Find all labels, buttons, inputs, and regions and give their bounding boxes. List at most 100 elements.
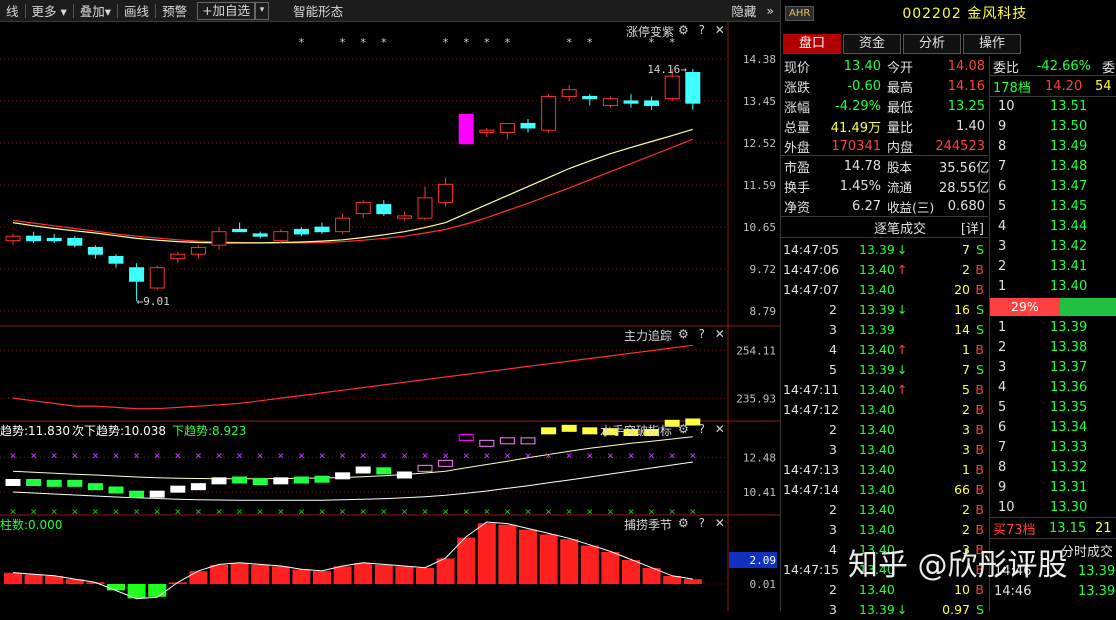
chart-area[interactable]: 14.38 13.45 12.52 11.59 10.65 9.72 8.79 * * * * * * *…	[0, 22, 780, 611]
bid-row[interactable]: 4 13.36	[990, 378, 1116, 398]
tab-funds[interactable]: 资金	[843, 34, 901, 54]
ask-price: 13.42	[1050, 239, 1088, 254]
star-marker: *	[339, 36, 346, 49]
bid-row[interactable]: 9 13.31	[990, 478, 1116, 498]
hide-button[interactable]: 隐藏	[731, 4, 757, 19]
sailor-x-marker: ×	[586, 449, 593, 462]
weibi-value: -42.66%	[1036, 58, 1091, 74]
sailor-x-marker: ×	[360, 505, 367, 518]
add-watchlist-dropdown[interactable]: ▾	[255, 1, 270, 20]
ask-row[interactable]: 1 13.40	[990, 277, 1116, 297]
tick-row: 4 13.40 3 B	[781, 540, 988, 560]
tick-side: B	[975, 402, 984, 417]
sailor-x-marker: ×	[689, 505, 696, 518]
ask-row[interactable]: 4 13.44	[990, 217, 1116, 237]
tab-analysis[interactable]: 分析	[903, 34, 961, 54]
legend-sub-trend: 次下趋势:10.038	[72, 424, 167, 438]
ask-row[interactable]: 3 13.42	[990, 237, 1116, 257]
toolbar-item-overlay[interactable]: 叠加▾	[79, 4, 112, 19]
bid-row[interactable]: 6 13.34	[990, 418, 1116, 438]
sub-title-row: 分时成交	[993, 540, 1116, 560]
sailor-x-marker: ×	[525, 505, 532, 518]
panel-controls[interactable]: ⚙ ? ✕	[678, 23, 728, 37]
toolbar-item-alert[interactable]: 预警	[162, 4, 188, 19]
ticks-detail-link[interactable]: [详]	[960, 221, 984, 237]
price-tick-label: 13.45	[743, 95, 776, 108]
ask-row[interactable]: 5 13.45	[990, 197, 1116, 217]
season-bar	[642, 568, 661, 584]
panel-controls[interactable]: ⚙ ? ✕	[678, 327, 728, 341]
candle-body	[541, 95, 557, 131]
candle-body	[376, 204, 392, 215]
bid-price: 13.30	[1050, 500, 1088, 515]
toolbar-item-more[interactable]: 更多 ▾	[31, 4, 67, 19]
candle-body	[458, 113, 474, 145]
bid-row[interactable]: 10 13.30	[990, 498, 1116, 518]
fund-value: 1.45%	[839, 178, 881, 194]
bid-row[interactable]: 8 13.32	[990, 458, 1116, 478]
sailor-x-marker: ×	[463, 505, 470, 518]
tab-operation[interactable]: 操作	[963, 34, 1021, 54]
sailor-bar	[602, 428, 618, 436]
panel-title-main-force: 主力追踪	[624, 329, 673, 343]
add-watchlist-button[interactable]: +加自选	[197, 1, 256, 20]
candle-body	[87, 246, 103, 255]
ask-row[interactable]: 7 13.48	[990, 157, 1116, 177]
quote-value: -4.29%	[835, 98, 881, 114]
ask-row[interactable]: 10 13.51	[990, 97, 1116, 117]
tick-row: 4 13.40 ↑ 1 B	[781, 340, 988, 360]
bid-row[interactable]: 2 13.38	[990, 338, 1116, 358]
quote-label: 总量	[784, 120, 811, 136]
sailor-x-marker: ×	[174, 449, 181, 462]
watermark-text: 知乎 @欣彤评股	[848, 548, 1068, 583]
quote-label: 涨幅	[784, 100, 811, 116]
toolbar-item-smart-pattern[interactable]: 智能形态	[293, 4, 344, 19]
quote-body	[781, 0, 1116, 611]
candle-body	[623, 100, 639, 104]
sailor-x-marker: ×	[277, 449, 284, 462]
sailor-x-marker: ×	[545, 505, 552, 518]
ask-row[interactable]: 2 13.41	[990, 257, 1116, 277]
toolbar-item-draw[interactable]: 画线	[124, 4, 150, 19]
quote-label: 最高	[887, 80, 914, 96]
quote-row: 总量 41.49万 量比 1.40	[781, 116, 988, 136]
toolbar-divider	[72, 3, 74, 18]
sailor-x-marker: ×	[51, 505, 58, 518]
bid-level: 9	[998, 480, 1007, 495]
toolbar-item-line[interactable]: 线	[6, 4, 19, 19]
tick-price: 13.39	[859, 602, 895, 617]
price-tick-label: 9.72	[750, 263, 777, 276]
bid-row[interactable]: 3 13.37	[990, 358, 1116, 378]
ask-row[interactable]: 6 13.47	[990, 177, 1116, 197]
divider	[990, 517, 1116, 518]
sailor-x-marker: ×	[689, 449, 696, 462]
tab-order-book[interactable]: 盘口	[783, 34, 841, 54]
ahr-tag[interactable]: AHR	[785, 5, 815, 21]
sailor-bar	[520, 437, 536, 445]
sailor-bar	[211, 477, 227, 485]
price-tick-label: 11.59	[743, 179, 776, 192]
ask-row[interactable]: 8 13.49	[990, 137, 1116, 157]
sailor-tick-label: 12.48	[743, 451, 776, 464]
quote-tabs: 盘口 资金 分析 操作	[781, 34, 1116, 54]
tick-arrow: ↑	[897, 342, 908, 357]
collapse-icon[interactable]: »	[766, 3, 774, 18]
sailor-x-marker: ×	[30, 449, 37, 462]
quote-label: 现价	[784, 60, 811, 76]
season-bar	[663, 576, 682, 584]
candle-body	[5, 235, 21, 242]
panel-controls[interactable]: ⚙ ? ✕	[678, 516, 728, 530]
kline-chart[interactable]: 14.38 13.45 12.52 11.59 10.65 9.72 8.79 * * * * * * *…	[0, 22, 780, 611]
ask-row[interactable]: 9 13.50	[990, 117, 1116, 137]
bid-row[interactable]: 1 13.39	[990, 318, 1116, 338]
sailor-x-marker: ×	[174, 505, 181, 518]
tick-price: 13.40	[859, 402, 895, 417]
bid-row[interactable]: 5 13.35	[990, 398, 1116, 418]
candle-body	[664, 75, 680, 100]
tick-price: 13.40	[859, 482, 895, 497]
panel-controls[interactable]: ⚙ ? ✕	[678, 422, 728, 436]
panel-title-season: 捕捞季节	[624, 518, 673, 532]
bid-row[interactable]: 7 13.33	[990, 438, 1116, 458]
sailor-bar	[232, 476, 248, 484]
quote-value: 14.08	[947, 58, 985, 74]
